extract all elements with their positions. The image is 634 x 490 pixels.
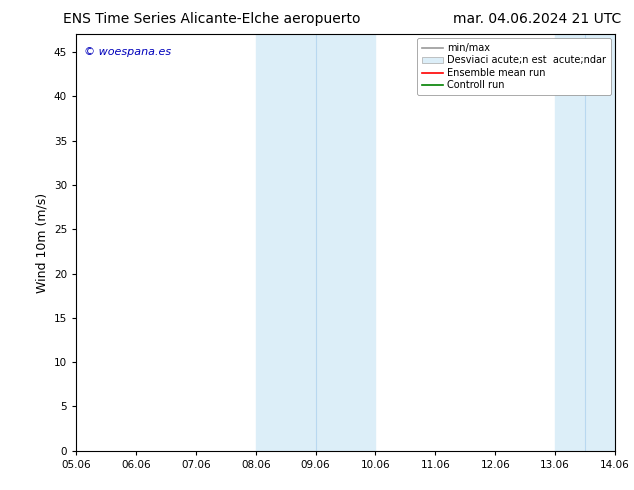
Legend: min/max, Desviaci acute;n est  acute;ndar, Ensemble mean run, Controll run: min/max, Desviaci acute;n est acute;ndar… bbox=[417, 38, 611, 95]
Y-axis label: Wind 10m (m/s): Wind 10m (m/s) bbox=[36, 193, 48, 293]
Bar bbox=[555, 34, 615, 451]
Text: ENS Time Series Alicante-Elche aeropuerto: ENS Time Series Alicante-Elche aeropuert… bbox=[63, 12, 361, 26]
Bar bbox=[256, 34, 375, 451]
Text: mar. 04.06.2024 21 UTC: mar. 04.06.2024 21 UTC bbox=[453, 12, 621, 26]
Text: © woespana.es: © woespana.es bbox=[84, 47, 171, 57]
